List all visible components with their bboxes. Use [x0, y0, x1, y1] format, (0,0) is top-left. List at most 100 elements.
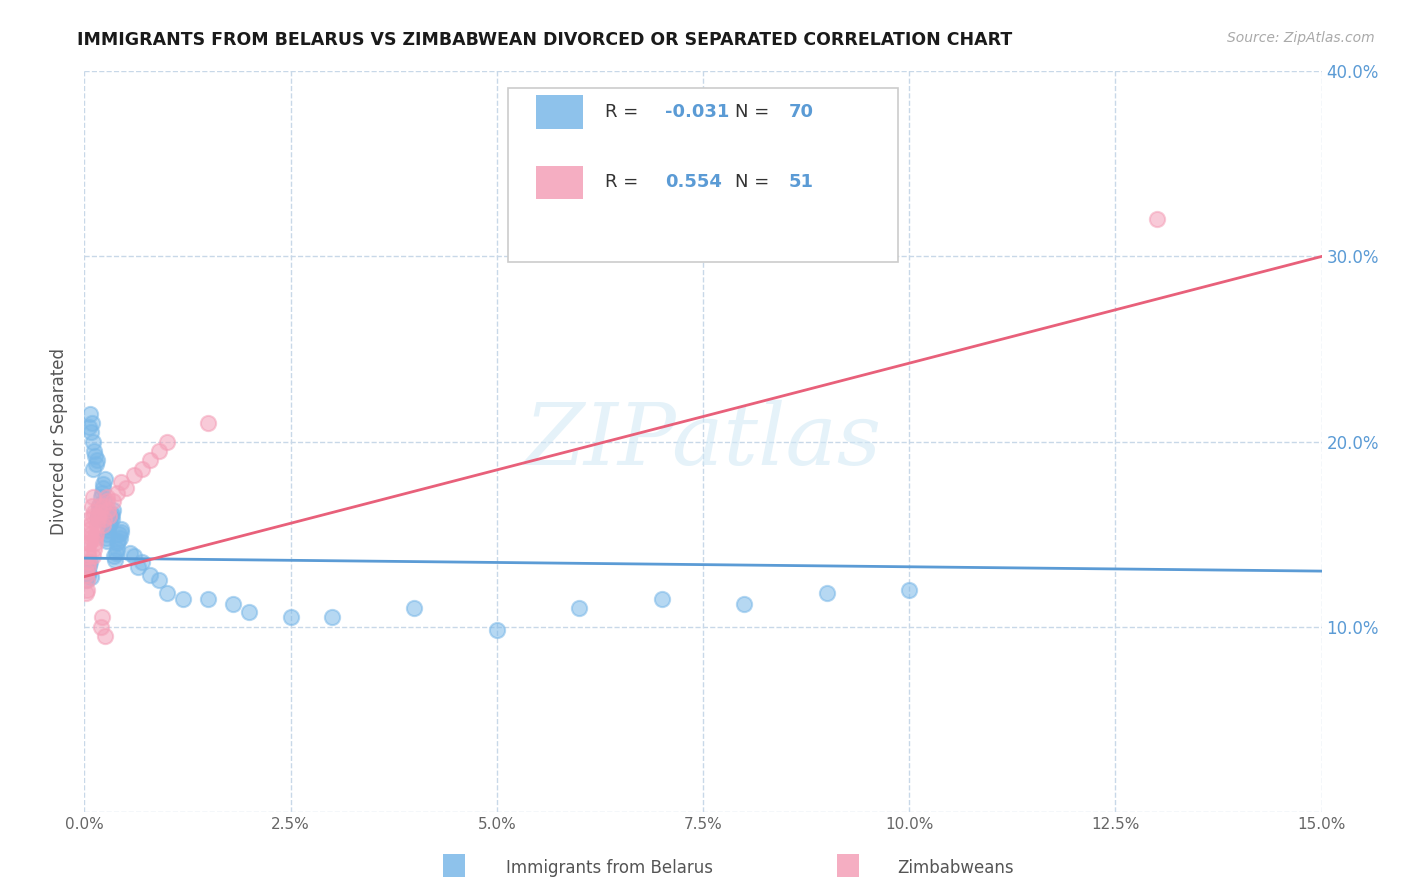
Point: [82, 508, 104, 523]
Point: [110, 522, 132, 536]
Point: [89, 505, 111, 519]
Point: [91, 517, 114, 532]
FancyBboxPatch shape: [536, 166, 583, 199]
Point: [127, 560, 149, 574]
Point: [87, 512, 110, 526]
Point: [84, 457, 107, 471]
Text: R =: R =: [605, 103, 644, 121]
Point: [76, 560, 98, 574]
Point: [122, 467, 145, 482]
Text: 70: 70: [789, 103, 814, 121]
Point: [97, 503, 120, 517]
Point: [83, 541, 105, 556]
Point: [79, 558, 101, 573]
Point: [86, 508, 108, 523]
Point: [110, 525, 132, 540]
Point: [651, 591, 673, 606]
Point: [110, 475, 132, 490]
Point: [89, 500, 111, 514]
Point: [76, 555, 98, 569]
Point: [139, 567, 162, 582]
Point: [77, 549, 100, 564]
Point: [148, 574, 170, 588]
Point: [76, 560, 98, 574]
Point: [80, 527, 103, 541]
Point: [80, 531, 103, 545]
Point: [79, 536, 101, 550]
Point: [156, 586, 179, 600]
Point: [98, 516, 121, 530]
Point: [84, 531, 107, 545]
Point: [94, 629, 117, 643]
Point: [80, 500, 103, 514]
Point: [91, 500, 114, 514]
Point: [86, 517, 108, 532]
Point: [1146, 212, 1168, 227]
Point: [90, 486, 112, 500]
Point: [97, 524, 120, 538]
Point: [98, 517, 121, 532]
Text: R =: R =: [605, 173, 644, 192]
Point: [122, 549, 145, 564]
Point: [104, 545, 127, 560]
Point: [105, 536, 128, 550]
Point: [79, 522, 101, 536]
Point: [96, 534, 118, 549]
Point: [404, 601, 426, 615]
Y-axis label: Divorced or Separated: Divorced or Separated: [51, 348, 69, 535]
Point: [197, 416, 219, 430]
Point: [83, 505, 105, 519]
Point: [79, 512, 101, 526]
FancyBboxPatch shape: [536, 95, 583, 128]
Point: [89, 500, 111, 514]
Point: [107, 534, 129, 549]
Point: [80, 425, 103, 440]
Point: [77, 566, 100, 580]
Text: IMMIGRANTS FROM BELARUS VS ZIMBABWEAN DIVORCED OR SEPARATED CORRELATION CHART: IMMIGRANTS FROM BELARUS VS ZIMBABWEAN DI…: [77, 31, 1012, 49]
Point: [98, 508, 121, 523]
Point: [131, 462, 153, 476]
Point: [86, 453, 108, 467]
Point: [86, 508, 108, 523]
Point: [96, 493, 118, 508]
Text: Source: ZipAtlas.com: Source: ZipAtlas.com: [1227, 31, 1375, 45]
Point: [89, 503, 111, 517]
Point: [82, 549, 104, 564]
Point: [815, 586, 838, 600]
Point: [321, 610, 343, 624]
Point: [77, 545, 100, 560]
Point: [280, 610, 302, 624]
Point: [75, 586, 97, 600]
Point: [91, 481, 114, 495]
Point: [94, 531, 117, 545]
Point: [79, 517, 101, 532]
Point: [105, 541, 128, 556]
Point: [118, 545, 141, 560]
Point: [80, 569, 103, 583]
Point: [114, 481, 136, 495]
Text: Immigrants from Belarus: Immigrants from Belarus: [506, 859, 713, 877]
Text: N =: N =: [735, 173, 775, 192]
Point: [76, 564, 98, 578]
Point: [103, 503, 125, 517]
Point: [93, 493, 115, 508]
Point: [898, 582, 921, 597]
Point: [79, 419, 101, 434]
Text: 0.554: 0.554: [665, 173, 721, 192]
Point: [76, 562, 98, 576]
Point: [222, 598, 245, 612]
Point: [100, 508, 122, 523]
Point: [75, 574, 97, 588]
Point: [103, 493, 125, 508]
Point: [75, 567, 97, 582]
Point: [238, 605, 260, 619]
Point: [100, 512, 122, 526]
Point: [131, 555, 153, 569]
Point: [84, 450, 107, 464]
Point: [733, 598, 755, 612]
Point: [76, 582, 98, 597]
Text: 51: 51: [789, 173, 814, 192]
Point: [82, 434, 104, 449]
Point: [96, 527, 118, 541]
Point: [139, 453, 162, 467]
